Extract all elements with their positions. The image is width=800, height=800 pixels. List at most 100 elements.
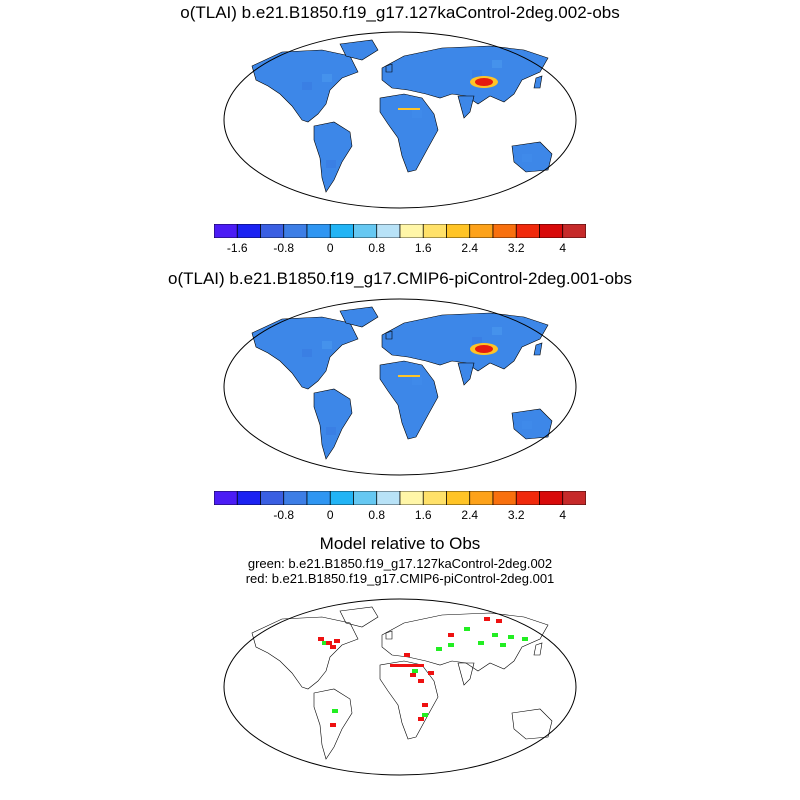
land-cell xyxy=(472,70,482,78)
land-cell xyxy=(302,82,312,90)
panel2-map xyxy=(223,298,577,476)
landmass-north-america xyxy=(251,616,359,690)
anomaly-high-patch xyxy=(475,78,493,86)
anomaly-streak xyxy=(398,108,420,110)
red-marker xyxy=(330,723,336,727)
land-cell xyxy=(302,349,312,357)
land-layer xyxy=(251,306,553,460)
land-cell xyxy=(326,160,336,168)
red-marker xyxy=(318,637,324,641)
landmass-japan xyxy=(533,75,543,89)
red-marker xyxy=(496,619,502,623)
landmass-japan xyxy=(533,342,543,356)
colorbar-swatch xyxy=(260,224,285,238)
landmass-greenland xyxy=(339,39,379,61)
land-cell xyxy=(326,427,336,435)
colorbar-swatch xyxy=(399,224,424,238)
land-cell xyxy=(282,70,292,78)
anomaly-high-patch xyxy=(475,345,493,353)
red-marker xyxy=(484,617,490,621)
colorbar-swatch xyxy=(469,491,494,505)
landmass-south-america xyxy=(313,388,353,460)
green-marker xyxy=(322,641,328,645)
landmass-uk xyxy=(385,630,393,640)
landmass-south-america xyxy=(313,688,353,760)
colorbar-label: 2.4 xyxy=(461,508,479,522)
land-cell xyxy=(492,327,502,335)
landmass-uk xyxy=(385,330,393,340)
green-marker xyxy=(522,637,528,641)
red-marker xyxy=(448,633,454,637)
land-cell xyxy=(522,421,532,429)
colorbar-swatch xyxy=(306,491,331,505)
colorbar-swatch xyxy=(236,224,261,238)
colorbar-swatch xyxy=(492,224,517,238)
colorbar-swatch xyxy=(492,491,517,505)
panel2-title: o(TLAI) b.e21.B1850.f19_g17.CMIP6-piCont… xyxy=(167,269,632,288)
panel1-colorbar xyxy=(214,224,586,238)
landmass-india xyxy=(457,362,475,386)
colorbar-label: 3.2 xyxy=(507,241,525,255)
panel3-legend-green: green: b.e21.B1850.f19_g17.127kaControl-… xyxy=(247,556,553,571)
land-cell xyxy=(522,154,532,162)
landmass-eurasia xyxy=(381,312,549,372)
colorbar-label: 2.4 xyxy=(461,241,479,255)
green-marker xyxy=(332,709,338,713)
colorbar-swatch xyxy=(422,224,447,238)
colorbar-swatch xyxy=(329,491,354,505)
land-layer xyxy=(251,606,553,760)
red-marker xyxy=(410,673,416,677)
land-cell xyxy=(412,377,422,385)
land-layer xyxy=(251,39,553,193)
colorbar-label: 1.6 xyxy=(414,241,432,255)
green-marker xyxy=(478,641,484,645)
colorbar-swatch xyxy=(469,224,494,238)
colorbar-label: -1.6 xyxy=(226,241,248,255)
landmass-india xyxy=(457,662,475,686)
red-marker xyxy=(418,717,424,721)
land-cell xyxy=(322,74,332,82)
colorbar-swatch xyxy=(562,491,586,505)
colorbar-label: -0.8 xyxy=(273,241,295,255)
red-marker xyxy=(428,671,434,675)
landmass-eurasia xyxy=(381,612,549,672)
colorbar-swatch xyxy=(214,224,238,238)
colorbar-swatch xyxy=(283,224,308,238)
colorbar-swatch xyxy=(329,224,354,238)
colorbar-label: 0 xyxy=(326,241,334,255)
panel3-title: Model relative to Obs xyxy=(319,534,481,553)
red-marker xyxy=(418,679,424,683)
colorbar-swatch xyxy=(539,491,564,505)
red-marker xyxy=(334,639,340,643)
colorbar-swatch xyxy=(562,224,586,238)
colorbar-swatch xyxy=(515,224,540,238)
red-marker xyxy=(422,703,428,707)
landmass-south-america xyxy=(313,121,353,193)
colorbar-swatch xyxy=(353,224,378,238)
colorbar-swatch xyxy=(422,491,447,505)
colorbar-swatch xyxy=(283,491,308,505)
colorbar-label: 1.6 xyxy=(414,508,432,522)
landmass-africa xyxy=(379,93,439,173)
colorbar-swatch xyxy=(306,224,331,238)
panel2-colorbar xyxy=(214,491,586,505)
colorbar-swatch xyxy=(446,491,471,505)
colorbar-label: 3.2 xyxy=(507,508,525,522)
green-marker xyxy=(422,713,428,717)
green-marker xyxy=(508,635,514,639)
map-boundary xyxy=(223,31,577,209)
landmass-africa xyxy=(379,360,439,440)
colorbar-label: 4 xyxy=(559,508,567,522)
colorbar-swatch xyxy=(214,491,238,505)
red-marker xyxy=(326,641,332,645)
land-cell xyxy=(332,407,342,415)
panel1-map xyxy=(223,31,577,209)
landmass-eurasia xyxy=(381,45,549,105)
green-marker xyxy=(436,647,442,651)
panel3-map xyxy=(223,598,577,776)
colorbar-label: 4 xyxy=(559,241,567,255)
land-cell xyxy=(472,337,482,345)
land-cell xyxy=(322,341,332,349)
landmass-india xyxy=(457,95,475,119)
landmass-australia xyxy=(511,708,553,740)
